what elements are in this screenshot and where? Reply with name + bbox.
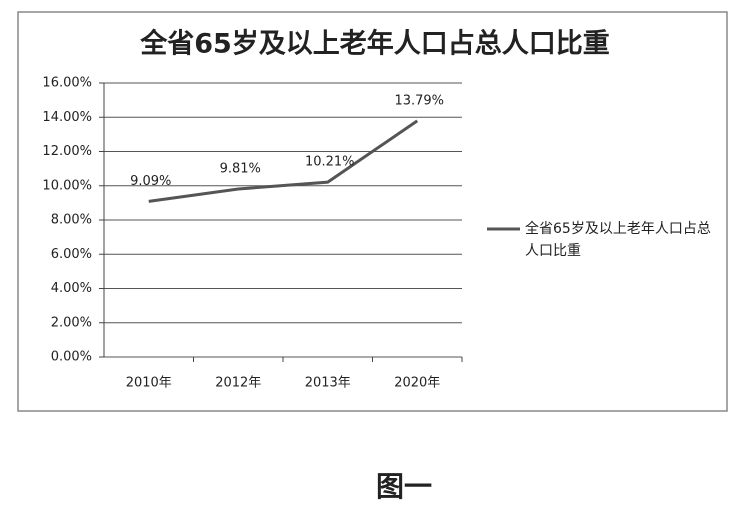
caption: 图一 — [376, 470, 432, 503]
y-tick-label: 12.00% — [42, 144, 92, 159]
y-tick-label: 8.00% — [51, 213, 92, 228]
data-label: 9.81% — [220, 162, 261, 177]
data-label: 9.09% — [130, 174, 171, 189]
y-tick-label: 4.00% — [51, 281, 92, 296]
chart-title: 全省65岁及以上老年人口占总人口比重 — [139, 28, 610, 60]
data-label: 10.21% — [305, 155, 355, 170]
line — [148, 119, 419, 203]
x-tick-label: 2013年 — [305, 376, 351, 391]
data-label: 13.79% — [394, 93, 444, 108]
x-tick-label: 2012年 — [215, 376, 261, 391]
y-tick-label: 0.00% — [51, 350, 92, 365]
y-tick-label: 6.00% — [51, 247, 92, 262]
y-tick-label: 16.00% — [42, 76, 92, 91]
legend-label: 全省65岁及以上老年人口占总人口比重 — [525, 221, 711, 259]
chart-border — [17, 11, 728, 412]
y-tick-label: 14.00% — [42, 110, 92, 125]
x-tick-label: 2020年 — [394, 376, 440, 391]
x-tick-label: 2010年 — [126, 376, 172, 391]
y-tick-label: 10.00% — [42, 178, 92, 193]
y-tick-label: 2.00% — [51, 315, 92, 330]
